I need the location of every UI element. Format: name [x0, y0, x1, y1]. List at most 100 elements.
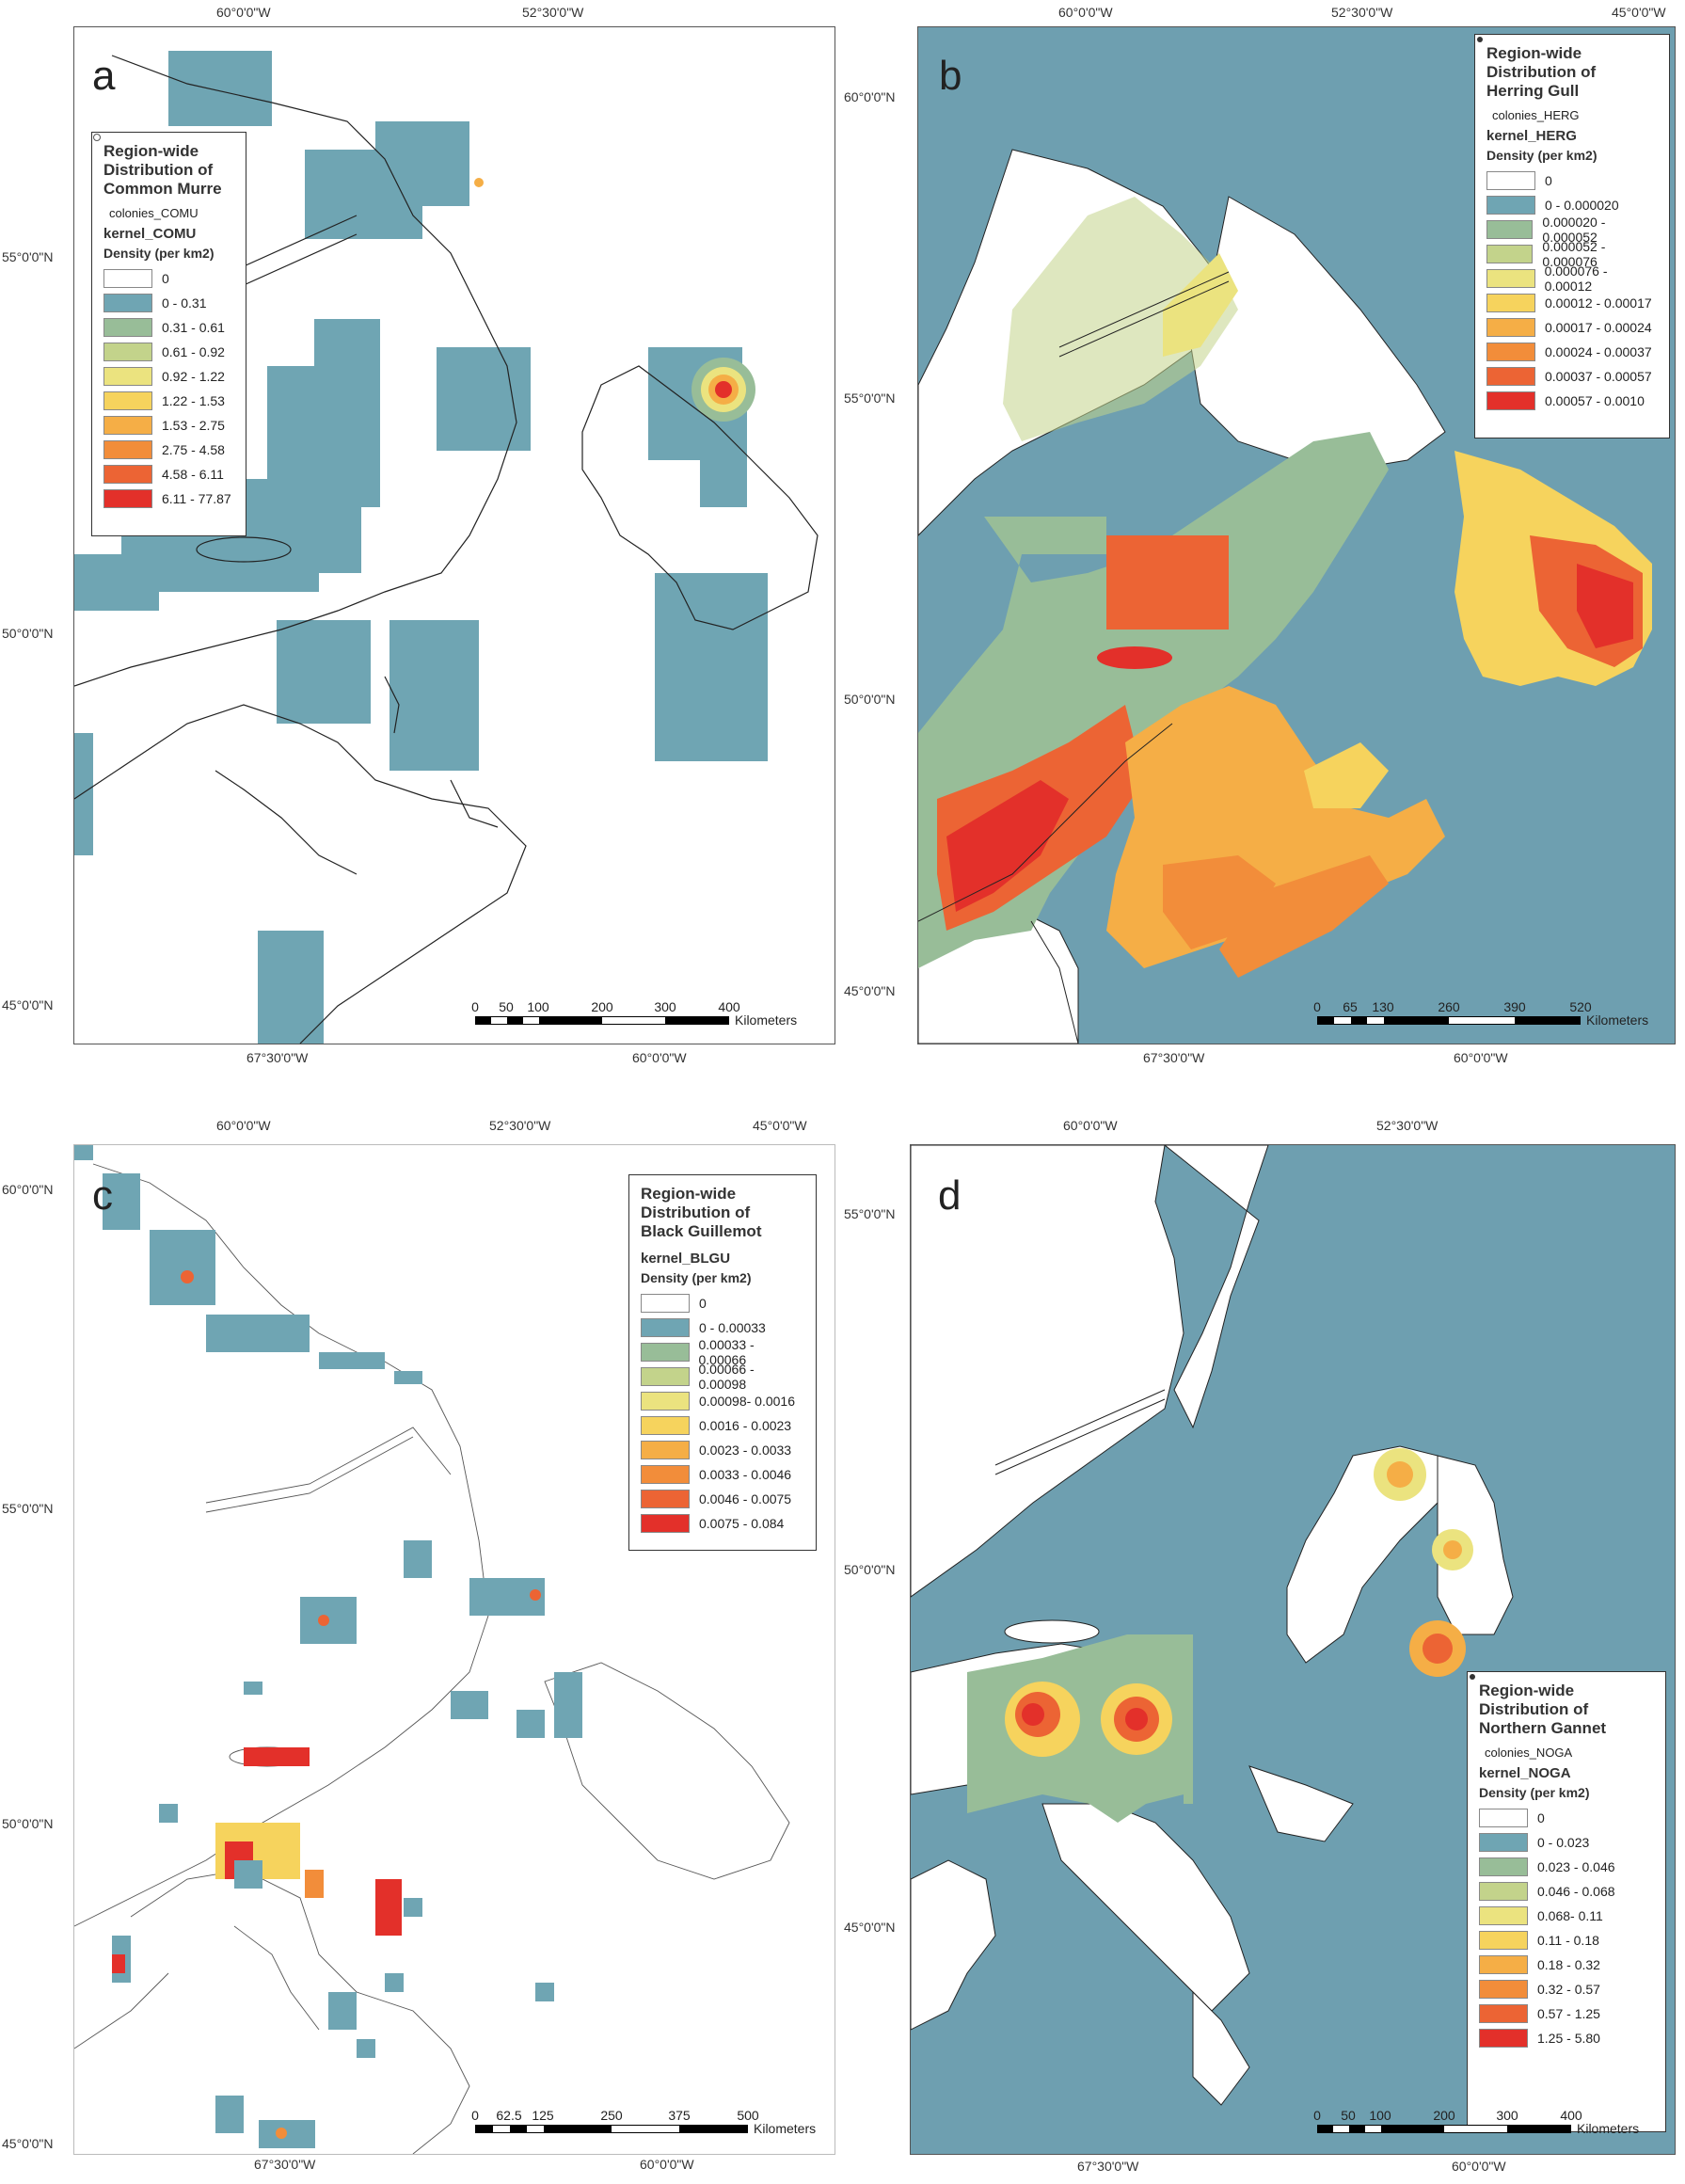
map-panel-c: 60°0'0"W 52°30'0"W 45°0'0"W 67°30'0"W 60… — [0, 1092, 842, 2184]
left-tick-c-2: 50°0'0"N — [2, 1816, 54, 1831]
scale-tick: 0 — [471, 2108, 479, 2123]
legend-swatch — [103, 294, 152, 312]
legend-row: 2.75 - 4.58 — [103, 438, 234, 462]
legend-swatch — [103, 391, 152, 410]
legend-d: Region-wide Distribution of Northern Gan… — [1467, 1671, 1666, 2132]
legend-class-label: 0.000020 - 0.000052 — [1542, 215, 1606, 245]
legend-classes-a: 0 0 - 0.31 0.31 - 0.61 0.61 - 0.92 0.92 … — [103, 266, 234, 511]
map-canvas-d — [911, 1145, 1675, 2154]
legend-row: 0.046 - 0.068 — [1479, 1879, 1654, 1904]
left-tick-b-3: 45°0'0"N — [844, 983, 896, 998]
legend-title-c-0: Region-wide — [641, 1185, 737, 1203]
scale-tick: 125 — [532, 2108, 554, 2123]
legend-density-b: Density (per km2) — [1486, 148, 1598, 163]
legend-swatch — [1486, 318, 1535, 337]
density-b — [918, 197, 1652, 978]
scale-tick: 400 — [718, 999, 740, 1014]
legend-class-label: 0.00012 - 0.00017 — [1545, 295, 1652, 311]
legend-class-label: 0.0033 - 0.0046 — [699, 1467, 792, 1482]
legend-swatch — [641, 1416, 690, 1435]
legend-row: 0.0033 - 0.0046 — [641, 1462, 804, 1487]
top-tick-c-2: 45°0'0"W — [753, 1118, 807, 1133]
scale-tick: 390 — [1503, 999, 1526, 1014]
left-tick-a-0: 55°0'0"N — [2, 249, 54, 264]
legend-swatch — [1479, 1931, 1528, 1950]
legend-swatch — [1486, 294, 1535, 312]
scale-tick: 300 — [1496, 2108, 1518, 2123]
map-panel-d: 60°0'0"W 52°30'0"W 67°30'0"W 60°0'0"W 55… — [842, 1092, 1685, 2184]
legend-title-b-0: Region-wide — [1486, 44, 1582, 62]
legend-row: 0.31 - 0.61 — [103, 315, 234, 340]
scale-tick: 300 — [654, 999, 676, 1014]
legend-swatch — [1479, 1833, 1528, 1852]
legend-classes-d: 0 0 - 0.023 0.023 - 0.046 0.046 - 0.068 … — [1479, 1806, 1654, 2050]
legend-row: 0.00012 - 0.00017 — [1486, 291, 1658, 315]
open-circle-icon — [93, 134, 101, 141]
legend-row: 0.0046 - 0.0075 — [641, 1487, 804, 1511]
scale-tick: 500 — [737, 2108, 759, 2123]
legend-class-label: 0.046 - 0.068 — [1537, 1884, 1615, 1899]
top-tick-d-0: 60°0'0"W — [1063, 1118, 1118, 1133]
bottom-tick-c-0: 67°30'0"W — [254, 2157, 316, 2172]
legend-class-label: 0.32 - 0.57 — [1537, 1982, 1600, 1997]
panel-letter-d: d — [938, 1172, 962, 1219]
scale-tick: 260 — [1438, 999, 1460, 1014]
legend-swatch — [1486, 196, 1535, 215]
legend-row: 1.22 - 1.53 — [103, 389, 234, 413]
top-tick-d-1: 52°30'0"W — [1376, 1118, 1439, 1133]
legend-row: 0 — [1479, 1806, 1654, 1830]
legend-swatch — [1486, 245, 1534, 263]
scale-tick: 200 — [1433, 2108, 1455, 2123]
legend-class-label: 0 — [699, 1296, 707, 1311]
left-tick-b-2: 50°0'0"N — [844, 692, 896, 707]
legend-row: 0 - 0.023 — [1479, 1830, 1654, 1855]
legend-class-label: 0.57 - 1.25 — [1537, 2006, 1600, 2021]
left-tick-c-1: 55°0'0"N — [2, 1501, 54, 1516]
legend-kernel-d: kernel_NOGA — [1479, 1765, 1571, 1781]
scale-tick: 50 — [499, 999, 514, 1014]
legend-swatch — [1479, 1857, 1528, 1876]
left-tick-b-0: 60°0'0"N — [844, 89, 896, 104]
legend-swatch — [641, 1490, 690, 1508]
scale-unit-a: Kilometers — [735, 1012, 798, 1028]
legend-colonies-b: colonies_HERG — [1477, 37, 1658, 122]
legend-class-label: 0.068- 0.11 — [1537, 1908, 1603, 1923]
legend-swatch — [103, 465, 152, 484]
legend-density-a: Density (per km2) — [103, 246, 215, 261]
legend-b: Region-wide Distribution of Herring Gull… — [1474, 34, 1670, 438]
scale-tick: 65 — [1343, 999, 1358, 1014]
legend-swatch — [1486, 220, 1534, 239]
legend-title-d-0: Region-wide — [1479, 1682, 1575, 1699]
scale-unit-c: Kilometers — [754, 2121, 817, 2136]
legend-row: 0 - 0.31 — [103, 291, 234, 315]
legend-row: 0.00017 - 0.00024 — [1486, 315, 1658, 340]
lines-d — [994, 1389, 1166, 1475]
legend-row: 0 — [641, 1291, 804, 1315]
panel-letter-b: b — [939, 53, 962, 99]
legend-swatch — [103, 343, 152, 361]
legend-title-a-1: Distribution of — [103, 161, 214, 179]
legend-row: 1.53 - 2.75 — [103, 413, 234, 438]
legend-class-label: 2.75 - 4.58 — [162, 442, 225, 457]
legend-class-label: 0.00066 - 0.00098 — [698, 1362, 755, 1392]
scale-tick: 130 — [1372, 999, 1394, 1014]
legend-title-a-0: Region-wide — [103, 142, 199, 160]
legend-swatch — [641, 1392, 690, 1411]
legend-row: 0 — [103, 266, 234, 291]
top-tick-b-1: 52°30'0"W — [1331, 5, 1393, 20]
legend-row: 0.00098- 0.0016 — [641, 1389, 804, 1413]
scale-tick: 100 — [527, 999, 549, 1014]
legend-swatch — [641, 1441, 690, 1459]
legend-swatch — [1479, 2029, 1528, 2048]
legend-class-label: 0.0023 - 0.0033 — [699, 1443, 792, 1458]
scale-tick: 50 — [1341, 2108, 1356, 2123]
left-tick-a-1: 50°0'0"N — [2, 626, 54, 641]
legend-row: 0.00024 - 0.00037 — [1486, 340, 1658, 364]
coast-lines-b — [918, 271, 1230, 1044]
legend-colonies-a: colonies_COMU — [93, 134, 234, 220]
legend-kernel-a: kernel_COMU — [103, 226, 197, 242]
legend-class-label: 0.023 - 0.046 — [1537, 1859, 1615, 1874]
legend-swatch — [103, 489, 152, 508]
scale-bar-d: 0 50 100 200 300 400 Kilometers — [1313, 2108, 1639, 2136]
scale-tick: 200 — [591, 999, 613, 1014]
